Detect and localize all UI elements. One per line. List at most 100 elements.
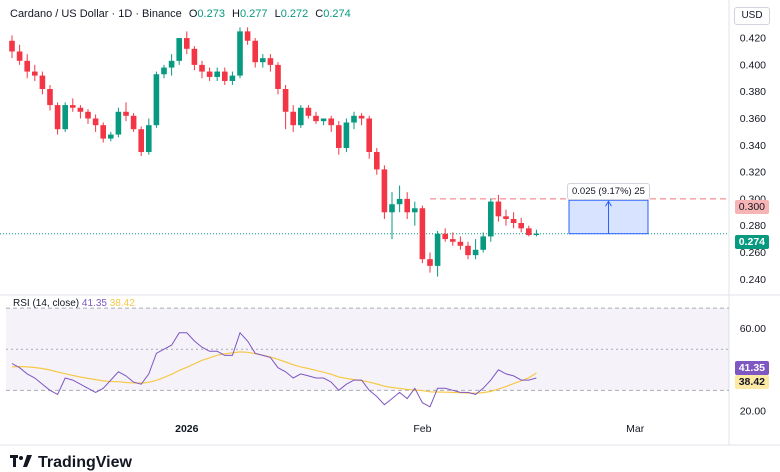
close-value: 0.274 — [323, 8, 351, 20]
chart-header: Cardano / US Dollar · 1D · Binance O0.27… — [10, 8, 351, 20]
candle-body — [434, 233, 441, 266]
candle-body — [366, 118, 372, 152]
candle-body — [275, 64, 281, 89]
price-tick-label: 0.360 — [740, 113, 766, 125]
candle-body — [305, 107, 312, 116]
price-tick-label: 0.260 — [740, 247, 766, 259]
measure-label: 0.025 (9.17%) 25 — [567, 183, 650, 200]
candle-body — [100, 125, 106, 139]
candle-body — [176, 38, 182, 61]
low-value: 0.272 — [280, 8, 309, 20]
open-label: O — [188, 8, 198, 20]
candle-body — [381, 169, 388, 213]
candle-body — [457, 241, 464, 246]
candle-body — [465, 245, 471, 256]
high-label: H — [232, 8, 240, 20]
price-tick-label: 0.320 — [740, 167, 766, 179]
price-tick-label: 0.340 — [740, 140, 766, 152]
candle-body — [184, 38, 190, 49]
candle-body — [191, 48, 198, 65]
candle-body — [214, 71, 220, 77]
candle-body — [320, 118, 327, 122]
open-value: 0.273 — [197, 8, 225, 20]
candle-body — [92, 118, 99, 126]
candle-body — [518, 223, 524, 229]
rsi-ma-legend-value: 38.42 — [109, 298, 135, 309]
candle-body — [495, 201, 502, 217]
price-tick-label: 0.240 — [740, 274, 766, 286]
rsi-value-tag: 41.35 — [734, 361, 769, 375]
rsi-tick-label: 60.00 — [740, 323, 766, 335]
candle-body — [419, 208, 426, 260]
measure-arrow-head — [605, 200, 612, 207]
candle-body — [130, 115, 137, 130]
candle-body — [358, 115, 365, 119]
candle-body — [267, 58, 274, 65]
candle-body — [389, 204, 395, 213]
price-tick-label: 0.280 — [740, 220, 766, 232]
rsi-legend-name: RSI (14, close) — [13, 298, 80, 309]
candle-body — [336, 125, 342, 148]
candle-body — [290, 111, 296, 126]
candle-body — [9, 40, 15, 52]
candle-body — [70, 105, 76, 108]
candle-body — [526, 228, 532, 236]
candle-body — [351, 115, 357, 123]
candle-body — [488, 201, 494, 237]
candle-body — [161, 67, 167, 75]
rsi-ma-line — [11, 351, 537, 394]
candle-body — [123, 111, 129, 116]
candle-body — [39, 75, 46, 89]
rsi-legend: RSI (14, close) 41.35 38.42 — [13, 298, 135, 309]
candle-body — [472, 249, 479, 256]
candle-body — [503, 216, 509, 219]
rsi-line — [11, 331, 537, 408]
candle-body — [442, 233, 448, 240]
candle-body — [62, 105, 68, 130]
candle-body — [450, 239, 456, 242]
candle-body — [229, 75, 236, 81]
candle-body — [138, 129, 144, 152]
symbol-title: Cardano / US Dollar · 1D · Binance — [10, 8, 182, 20]
candle-body — [328, 118, 334, 126]
candle-body — [412, 208, 418, 213]
price-tick-label: 0.400 — [740, 59, 766, 71]
candle-body — [298, 107, 304, 126]
close-label: C — [315, 8, 324, 20]
candle-body — [108, 134, 114, 139]
tradingview-logo-text: TradingView — [38, 454, 132, 471]
candle-body — [282, 89, 289, 112]
candle-body — [115, 111, 122, 135]
candle-body — [252, 40, 258, 63]
candle-body — [54, 105, 61, 130]
time-tick-label: Mar — [626, 423, 645, 435]
candle-body — [404, 198, 410, 213]
candle-body — [313, 115, 319, 122]
candle-body — [24, 60, 30, 72]
candle-body — [533, 233, 540, 236]
candle-body — [343, 122, 350, 148]
candle-body — [168, 60, 175, 68]
low-label: L — [274, 8, 281, 20]
candle-body — [237, 31, 243, 76]
candle-body — [32, 71, 38, 76]
currency-button[interactable]: USD — [734, 7, 770, 25]
candle-body — [206, 71, 213, 77]
candle-body — [510, 218, 517, 223]
candle-body — [16, 51, 23, 61]
time-tick-label: 2026 — [175, 423, 199, 435]
rsi-tick-label: 20.00 — [740, 405, 766, 417]
candle-body — [260, 58, 266, 63]
candle-body — [396, 198, 403, 205]
price-tick-label: 0.380 — [740, 86, 766, 98]
candle-body — [374, 151, 380, 170]
candle-body — [199, 64, 205, 72]
tradingview-logo[interactable]: TradingView — [10, 454, 132, 472]
candle-body — [244, 31, 251, 41]
price-level-tag: 0.300 — [734, 200, 769, 214]
high-value: 0.277 — [239, 8, 268, 20]
last-price-tag: 0.274 — [734, 235, 769, 249]
candle-body — [146, 125, 152, 152]
candle-body — [153, 74, 160, 126]
